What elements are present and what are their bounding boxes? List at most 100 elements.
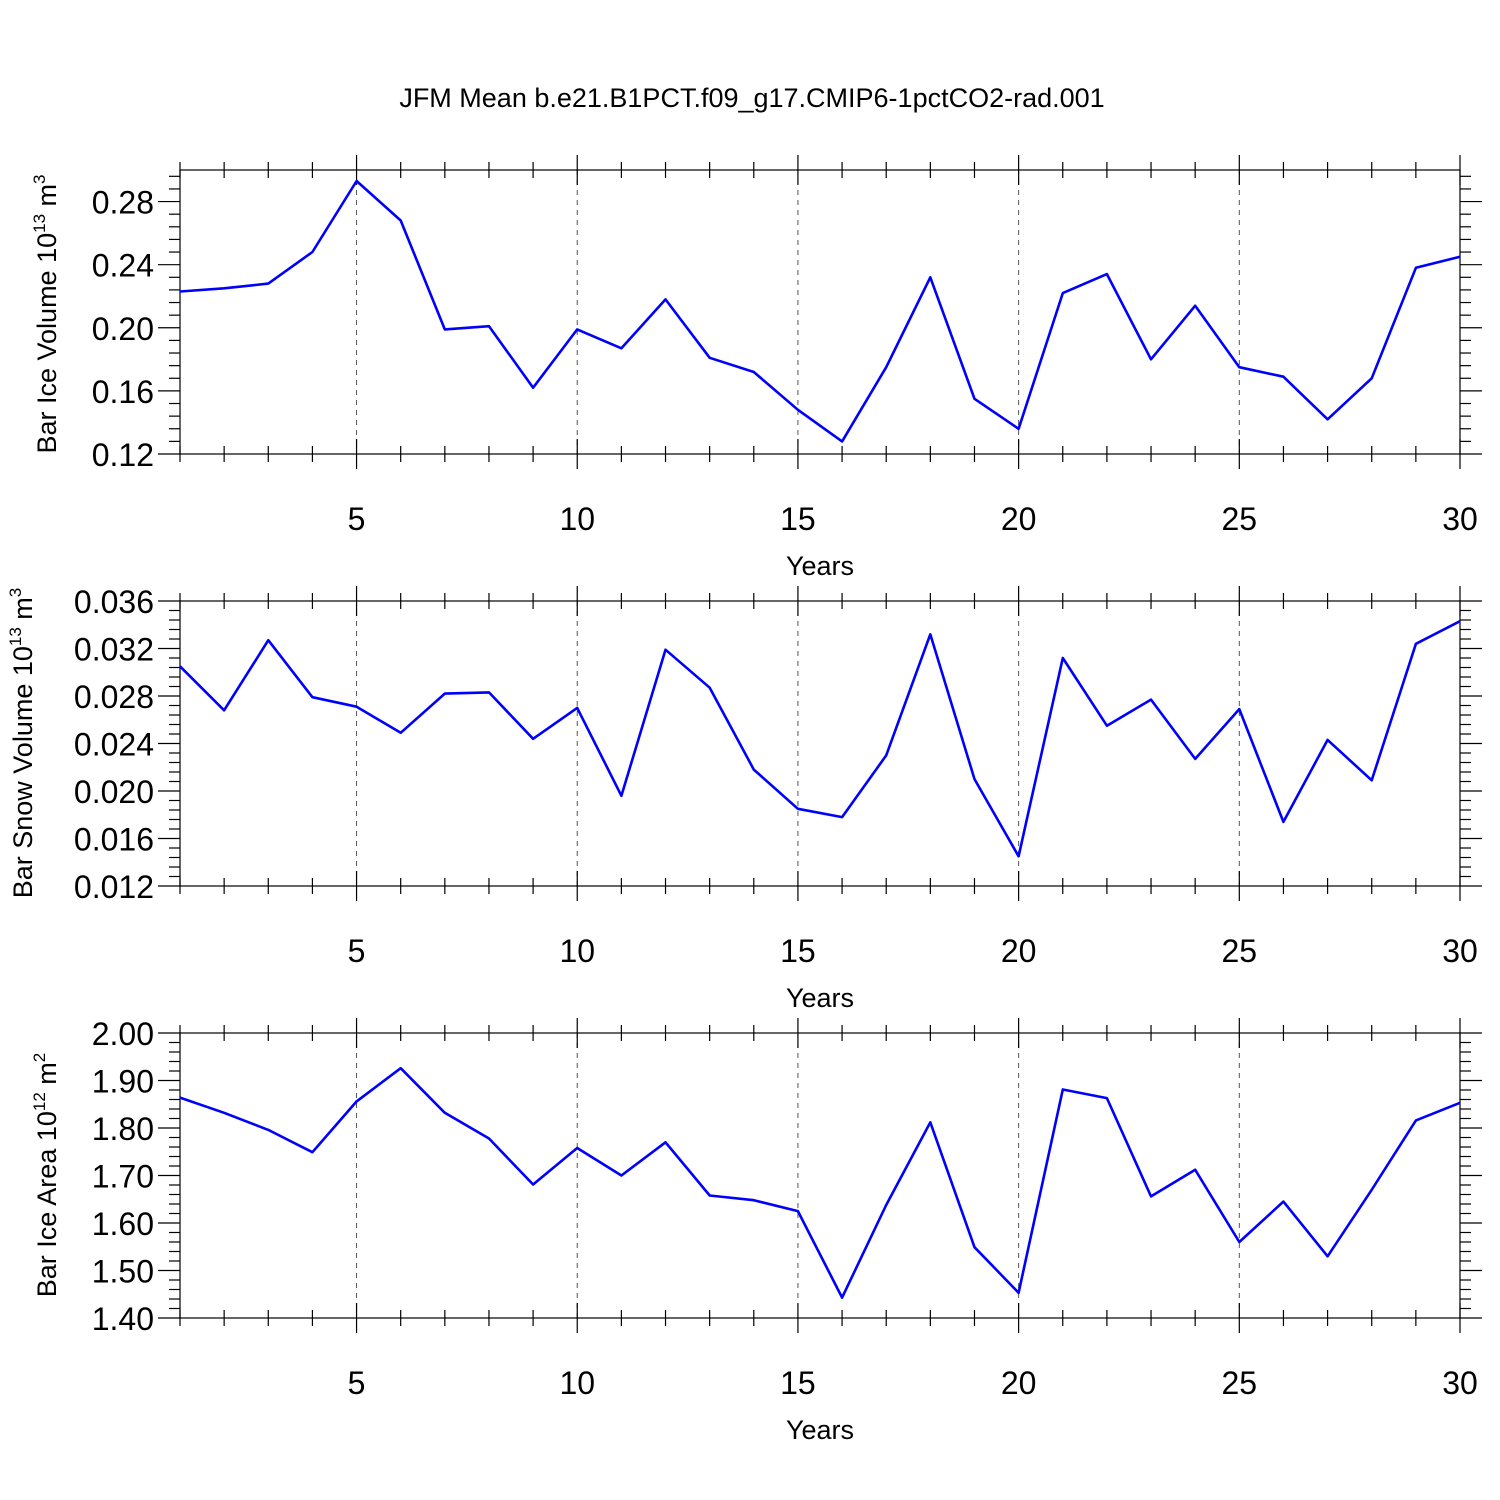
data-point [1458, 1101, 1462, 1105]
y-tick-label: 0.12 [92, 437, 154, 473]
y-axis-label-part: m [32, 1062, 62, 1092]
data-point [443, 327, 447, 331]
data-point [310, 695, 314, 699]
data-point [1326, 1254, 1330, 1258]
data-point [178, 664, 182, 668]
data-point [222, 286, 226, 290]
data-point [531, 386, 535, 390]
y-tick-label: 0.012 [74, 869, 154, 905]
data-point [266, 1128, 270, 1132]
chart-panel-3: 5 10 15 20 25 30 1.40 1.50 1.60 1.70 1.80 1.90 2.00 Y… [30, 1016, 1482, 1445]
x-tick-label: 25 [1222, 1365, 1258, 1401]
data-point [487, 690, 491, 694]
x-tick-label: 10 [559, 933, 595, 969]
data-point [752, 1198, 756, 1202]
data-point [708, 686, 712, 690]
y-tick-label: 1.50 [92, 1254, 154, 1290]
y-tick-label: 0.020 [74, 774, 154, 810]
y-tick-label: 0.036 [74, 584, 154, 620]
y-axis-label: Bar Ice Area 1012 m2 [30, 1053, 62, 1298]
y-axis-label-part: Bar Ice Area 10 [32, 1111, 62, 1297]
data-point [928, 632, 932, 636]
data-point [972, 397, 976, 401]
data-point [1017, 427, 1021, 431]
data-point [575, 1146, 579, 1150]
data-point [222, 1111, 226, 1115]
data-point [884, 1203, 888, 1207]
plot-frame [179, 600, 1461, 887]
data-point [487, 1136, 491, 1140]
data-point [619, 346, 623, 350]
x-tick-label: 30 [1442, 501, 1478, 537]
data-point [796, 1209, 800, 1213]
data-point [708, 1193, 712, 1197]
data-point [752, 370, 756, 374]
data-point [1237, 365, 1241, 369]
data-point [1105, 272, 1109, 276]
figure-title: JFM Mean b.e21.B1PCT.f09_g17.CMIP6-1pctC… [399, 83, 1104, 113]
data-point [1326, 417, 1330, 421]
data-point [1414, 642, 1418, 646]
data-point [1370, 1188, 1374, 1192]
data-point [1061, 291, 1065, 295]
y-axis-label-superscript: 2 [30, 1053, 49, 1062]
data-point [178, 289, 182, 293]
data-point [1237, 707, 1241, 711]
data-point [487, 324, 491, 328]
data-line [179, 179, 1461, 443]
data-point [310, 250, 314, 254]
data-point [752, 768, 756, 772]
data-point [1105, 1096, 1109, 1100]
data-point [884, 753, 888, 757]
data-point [531, 1183, 535, 1187]
y-axis-label: Bar Ice Volume 1013 m3 [30, 174, 62, 453]
x-axis-label: Years [786, 983, 854, 1013]
data-point [840, 815, 844, 819]
data-point [1326, 738, 1330, 742]
data-point [399, 218, 403, 222]
x-tick-label: 20 [1001, 1365, 1037, 1401]
data-point [796, 807, 800, 811]
data-point [1281, 1200, 1285, 1204]
x-tick-label: 25 [1222, 933, 1258, 969]
y-tick-label: 1.80 [92, 1111, 154, 1147]
y-tick-label: 0.032 [74, 632, 154, 668]
x-tick-label: 30 [1442, 933, 1478, 969]
data-point [399, 731, 403, 735]
ticks [158, 586, 1482, 901]
data-point [664, 297, 668, 301]
y-axis-label-part: Bar Snow Volume 10 [8, 646, 38, 898]
y-tick-label: 2.00 [92, 1016, 154, 1052]
data-point [840, 1296, 844, 1300]
data-point [619, 794, 623, 798]
x-tick-label: 10 [559, 1365, 595, 1401]
x-tick-label: 10 [559, 501, 595, 537]
data-point [708, 356, 712, 360]
data-point [1281, 375, 1285, 379]
y-axis-label-superscript: 3 [6, 588, 25, 597]
data-point [266, 282, 270, 286]
data-point [1414, 266, 1418, 270]
data-point [796, 408, 800, 412]
data-point [575, 327, 579, 331]
y-tick-label: 0.28 [92, 185, 154, 221]
data-point [399, 1066, 403, 1070]
y-tick-label: 1.40 [92, 1301, 154, 1337]
data-point [310, 1150, 314, 1154]
x-tick-label: 15 [780, 1365, 816, 1401]
y-tick-label: 1.60 [92, 1206, 154, 1242]
y-tick-label: 0.024 [74, 727, 154, 763]
data-line [179, 1066, 1461, 1299]
data-point [1149, 357, 1153, 361]
y-axis-label-superscript: 13 [6, 627, 25, 646]
data-point [1017, 1291, 1021, 1295]
data-point [1414, 1118, 1418, 1122]
data-point [266, 638, 270, 642]
plot-frame [179, 1032, 1461, 1319]
data-line [179, 620, 1461, 858]
data-point [222, 708, 226, 712]
data-point [1237, 1240, 1241, 1244]
data-point [355, 1099, 359, 1103]
x-tick-label: 30 [1442, 1365, 1478, 1401]
